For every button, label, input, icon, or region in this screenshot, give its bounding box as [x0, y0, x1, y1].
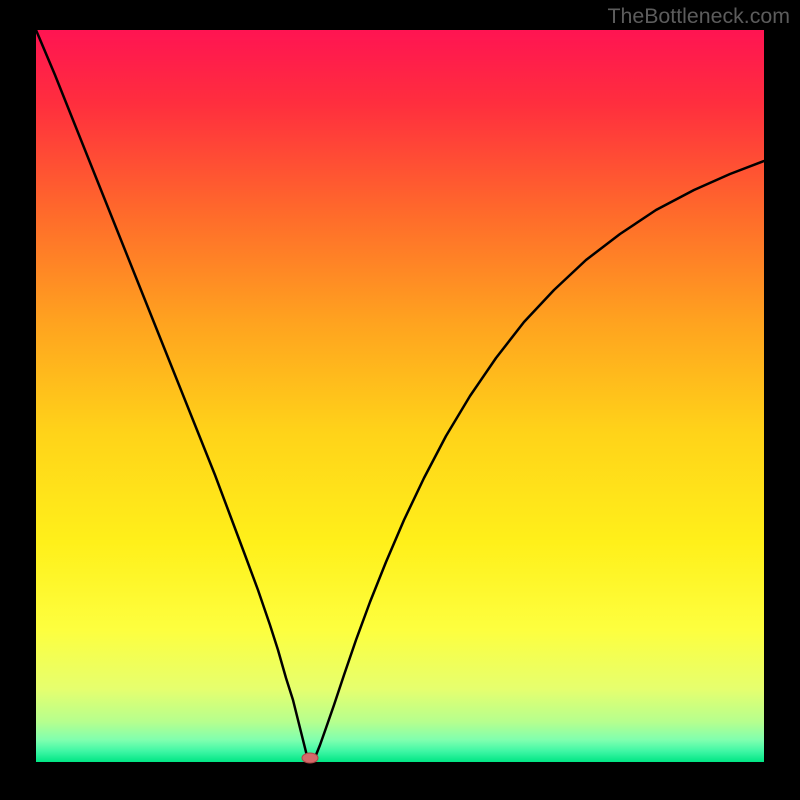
chart-frame: TheBottleneck.com	[0, 0, 800, 800]
plot-gradient-background	[36, 30, 764, 762]
bottleneck-marker	[302, 753, 318, 763]
watermark-text: TheBottleneck.com	[607, 4, 790, 29]
bottleneck-chart	[0, 0, 800, 800]
chart-svg-container	[0, 0, 800, 800]
